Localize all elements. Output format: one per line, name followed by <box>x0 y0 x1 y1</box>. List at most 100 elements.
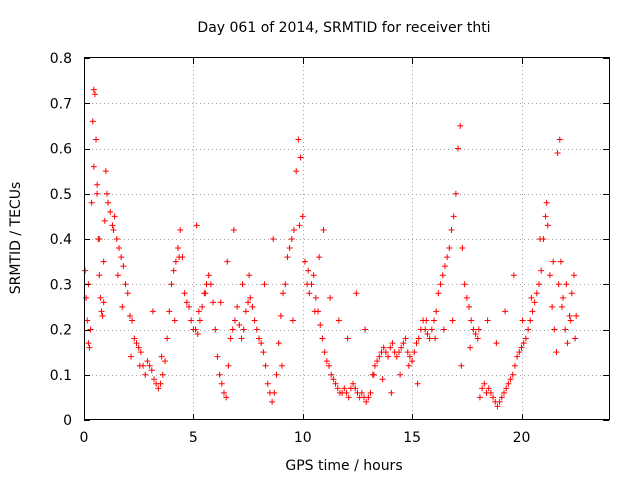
data-point <box>397 371 404 378</box>
data-point <box>335 317 342 324</box>
data-point <box>546 272 553 279</box>
data-point <box>183 299 190 306</box>
data-point <box>251 317 258 324</box>
data-point <box>379 376 386 383</box>
data-point <box>229 326 236 333</box>
data-point <box>363 398 370 405</box>
data-point <box>94 181 101 188</box>
data-point <box>320 226 327 233</box>
data-point <box>511 362 518 369</box>
data-point <box>370 371 377 378</box>
y-tick-label: 0.5 <box>50 187 72 203</box>
data-point <box>271 389 278 396</box>
data-point <box>312 294 319 301</box>
data-point <box>358 389 365 396</box>
data-point <box>571 272 577 279</box>
data-point <box>157 380 164 387</box>
data-point <box>468 317 475 324</box>
data-point <box>317 321 324 328</box>
data-point <box>496 398 503 405</box>
data-point <box>82 267 89 274</box>
data-point <box>334 385 341 392</box>
data-point <box>424 331 431 338</box>
x-tick-label: 15 <box>403 430 421 446</box>
data-point <box>216 371 223 378</box>
y-tick-label: 0 <box>63 413 72 429</box>
data-point <box>212 326 219 333</box>
data-point <box>345 394 352 401</box>
data-point <box>554 150 561 157</box>
data-point <box>273 371 280 378</box>
data-point <box>86 344 93 351</box>
data-point <box>423 317 430 324</box>
data-point <box>476 394 483 401</box>
data-point <box>519 317 526 324</box>
data-point <box>297 154 304 161</box>
data-point <box>221 389 227 396</box>
data-point <box>470 326 477 333</box>
data-point <box>155 385 162 392</box>
data-point <box>296 222 303 229</box>
data-point <box>137 349 144 356</box>
data-point <box>332 380 339 387</box>
data-point <box>245 299 252 306</box>
data-point <box>158 353 165 360</box>
data-point <box>457 122 464 129</box>
data-point <box>444 254 451 261</box>
data-point <box>411 349 418 356</box>
data-point <box>502 308 509 315</box>
data-point <box>186 303 192 310</box>
data-point <box>498 394 505 401</box>
data-point <box>144 358 151 365</box>
data-point <box>566 312 573 319</box>
data-point <box>96 236 103 242</box>
data-point <box>503 385 510 392</box>
data-point <box>293 168 300 175</box>
data-point <box>474 335 481 342</box>
data-point <box>240 326 247 333</box>
data-point <box>341 385 348 392</box>
data-point <box>479 385 486 392</box>
data-point <box>238 335 245 342</box>
data-point <box>455 145 462 152</box>
data-point <box>247 294 254 301</box>
data-point <box>551 326 558 333</box>
data-point <box>234 303 241 310</box>
data-point <box>490 394 497 401</box>
data-point <box>556 136 563 143</box>
data-point <box>107 208 114 215</box>
data-point <box>270 236 277 242</box>
data-point <box>367 389 374 396</box>
data-point <box>161 358 168 365</box>
data-point <box>96 272 103 279</box>
data-point <box>311 308 318 315</box>
data-point <box>100 299 107 306</box>
data-point <box>518 344 525 351</box>
data-point <box>148 367 155 374</box>
data-point <box>467 344 474 351</box>
data-point <box>388 389 395 396</box>
y-tick-label: 0.8 <box>50 51 72 67</box>
data-point <box>458 362 465 369</box>
data-point <box>227 335 234 342</box>
axis-ticks: 0 5 10 15 20 0 0.1 0.2 0.3 0.4 0.5 0.6 0.7 0.8 <box>50 51 609 446</box>
data-point <box>306 290 313 297</box>
data-point <box>159 371 166 378</box>
data-point <box>475 326 482 333</box>
data-point <box>97 294 104 301</box>
data-point <box>405 362 412 369</box>
data-point <box>269 398 276 405</box>
data-point <box>136 362 143 369</box>
x-tick-label: 10 <box>294 430 312 446</box>
data-point <box>510 272 517 279</box>
data-point <box>380 344 387 351</box>
data-point <box>572 335 579 342</box>
data-point <box>110 226 117 233</box>
data-point <box>385 353 392 360</box>
data-point <box>101 217 108 224</box>
data-point <box>350 380 357 387</box>
data-point <box>398 344 405 351</box>
y-tick-label: 0.1 <box>50 368 72 384</box>
data-point <box>472 331 479 338</box>
data-points <box>82 86 580 410</box>
